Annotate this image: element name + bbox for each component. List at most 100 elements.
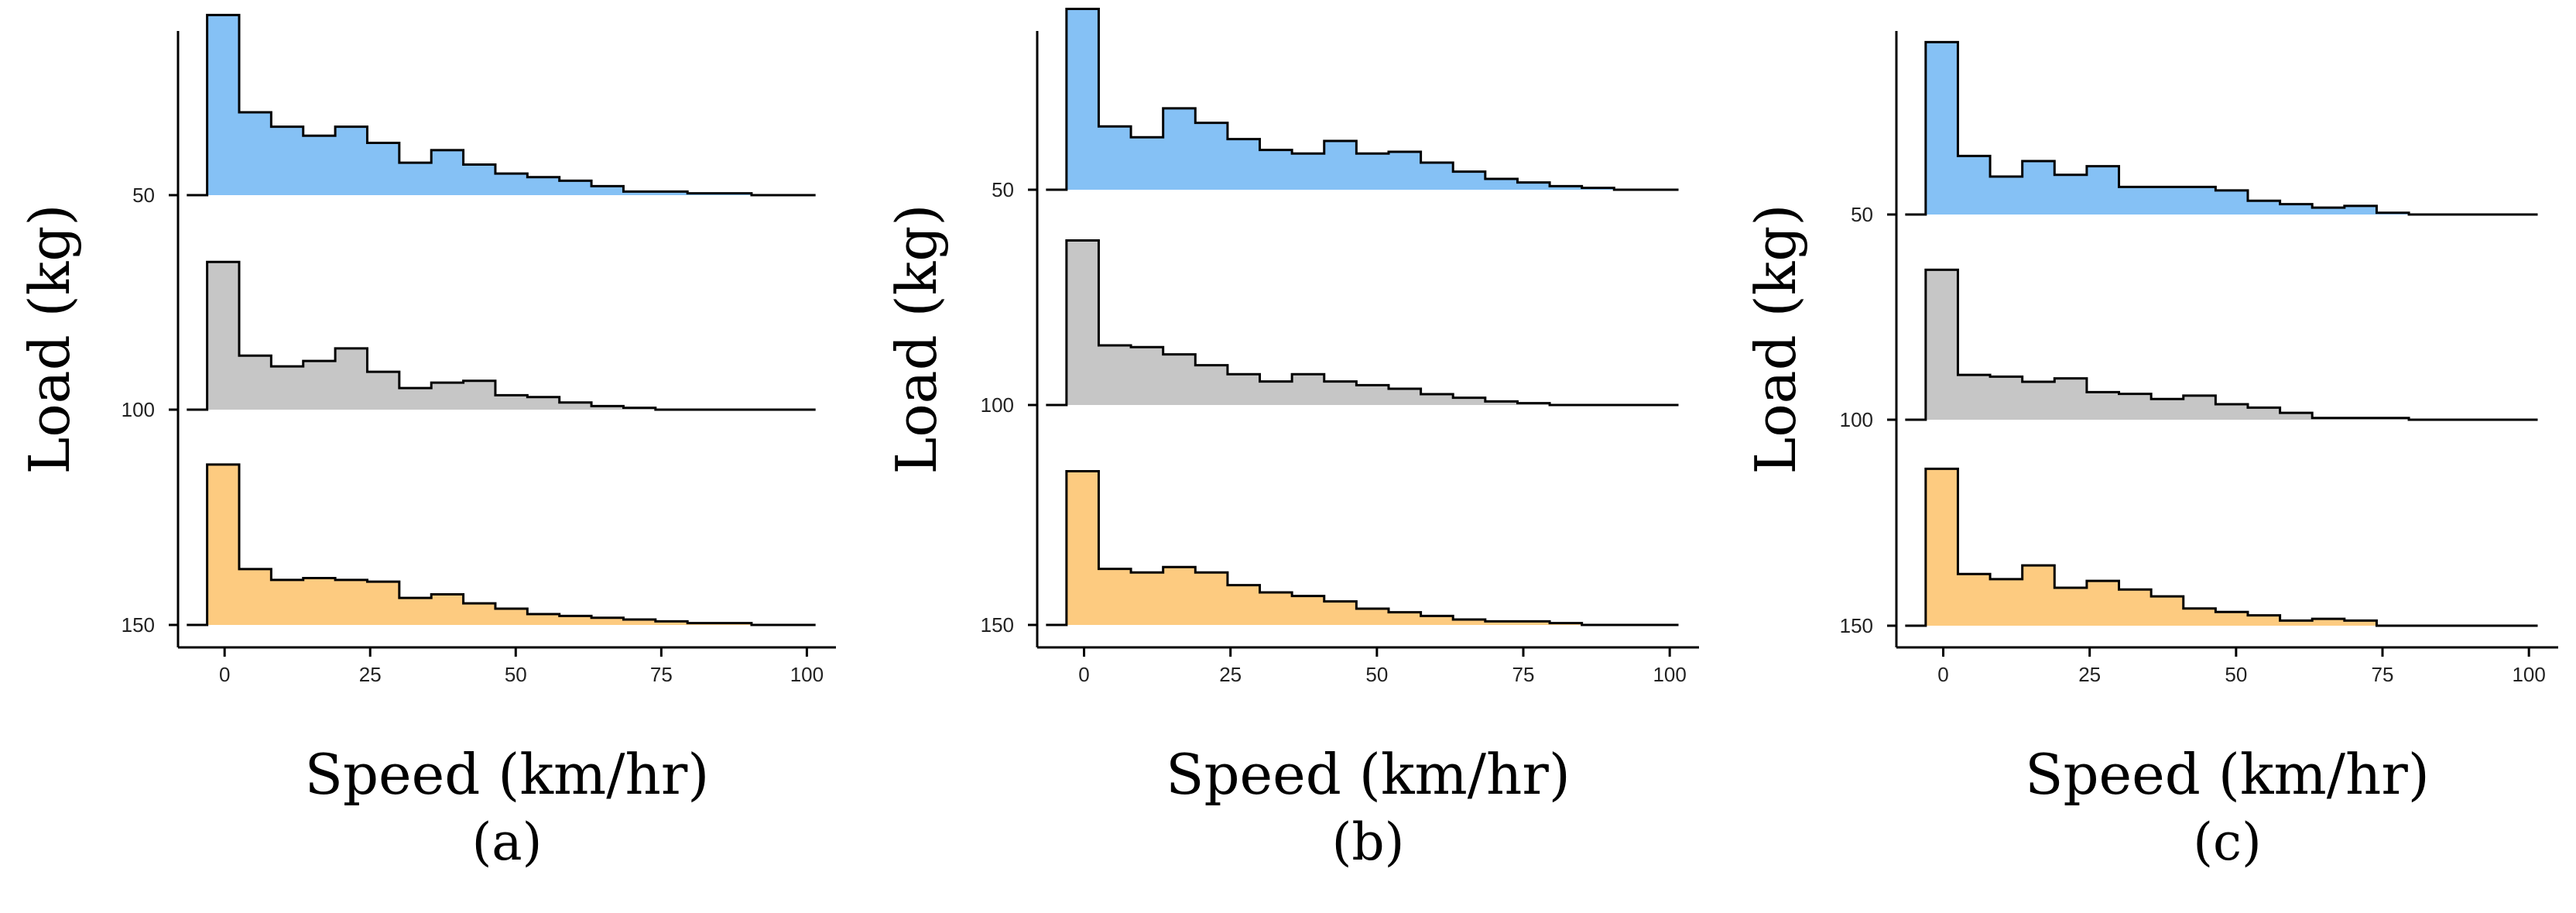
histogram-bin [1098, 126, 1131, 190]
histogram-bin [1389, 389, 1421, 405]
histogram-bin [2215, 612, 2248, 626]
histogram-bin [1485, 179, 1518, 190]
histogram-bin [623, 620, 655, 625]
series-150 [1905, 467, 2538, 627]
histogram-bin [1260, 592, 1293, 625]
x-tick-label: 0 [1937, 663, 1948, 686]
histogram-bin [2087, 392, 2119, 420]
histogram-bin [2119, 394, 2152, 420]
histogram-bin [1926, 269, 1958, 420]
histogram-bin [1292, 596, 1324, 625]
histogram-bin [1485, 401, 1518, 405]
histogram-bin [560, 616, 591, 625]
histogram-bin [2280, 413, 2313, 420]
histogram-bin [1550, 186, 1582, 190]
histogram-bin [2054, 588, 2087, 626]
series-100 [1905, 268, 2538, 421]
histogram-fill [187, 262, 816, 410]
histogram-bin [399, 163, 431, 195]
y-tick-label: 150 [981, 613, 1014, 637]
histogram-fill [1905, 469, 2538, 626]
histogram-bin [2345, 206, 2377, 215]
histogram-bin [2023, 382, 2055, 420]
histogram-bin [367, 582, 399, 625]
y-axis-title: Load (kg) [17, 204, 82, 475]
histogram-outline [1905, 467, 2538, 627]
histogram-bin [2215, 404, 2248, 420]
histogram-bin [271, 366, 303, 410]
histogram-bin [2312, 208, 2345, 215]
histogram-bin [495, 173, 527, 195]
histogram-outline [187, 463, 816, 626]
histogram-bin [623, 191, 655, 195]
histogram-bin [335, 127, 367, 195]
histogram-bin [1453, 620, 1485, 625]
histogram-bin [656, 191, 687, 195]
histogram-fill [1905, 269, 2538, 420]
histogram-bin [399, 598, 431, 625]
y-tick-label: 100 [122, 398, 155, 421]
histogram-bin [2023, 161, 2055, 215]
x-tick-label: 25 [2078, 663, 2101, 686]
chart-panel-b: 0 25 50 75 100 50 100 150 Load (kg) Speed (km/hr)… [884, 7, 1699, 872]
x-tick-label: 75 [650, 663, 673, 686]
histogram-bin [1292, 153, 1324, 190]
histogram-bin [1098, 345, 1131, 405]
series-100 [187, 260, 816, 411]
histogram-bin [527, 397, 559, 410]
histogram-bin [1131, 137, 1163, 190]
histogram-bin [1098, 569, 1131, 625]
histogram-bin [2184, 609, 2216, 626]
histogram-bin [2280, 620, 2313, 626]
histogram-bin [1990, 579, 2023, 626]
histogram-bin [1517, 183, 1550, 190]
y-tick-label: 100 [981, 393, 1014, 417]
histogram-bin [2345, 620, 2377, 626]
histogram-bin [1517, 403, 1550, 405]
y-tick-label: 150 [122, 613, 155, 637]
histogram-bin [2312, 418, 2345, 420]
histogram-fill [1905, 42, 2538, 215]
histogram-outline [187, 13, 816, 197]
histogram-outline [187, 260, 816, 411]
histogram-bin [2151, 399, 2184, 420]
histogram-bin [591, 618, 623, 625]
histogram-bin [1356, 385, 1389, 405]
series-150 [187, 463, 816, 626]
x-tick-label: 75 [2372, 663, 2394, 686]
histogram-bin [2248, 407, 2280, 420]
histogram-bin [2087, 581, 2119, 626]
histogram-bin [2087, 166, 2119, 215]
histogram-bin [720, 194, 752, 195]
histogram-bin [527, 177, 559, 195]
x-tick-label: 75 [1512, 663, 1535, 686]
y-axis-title: Load (kg) [884, 204, 949, 475]
y-tick-label: 50 [1851, 203, 1873, 226]
histogram-outline [1046, 239, 1679, 407]
histogram-bin [2151, 187, 2184, 215]
series-50 [1905, 40, 2538, 216]
histogram-bin [2312, 619, 2345, 626]
histogram-bin [207, 262, 239, 410]
histogram-bin [2119, 187, 2152, 215]
histogram-bin [1389, 152, 1421, 190]
histogram-bin [1163, 355, 1196, 405]
histogram-bin [1990, 376, 2023, 420]
x-tick-label: 50 [2225, 663, 2247, 686]
histogram-bin [1067, 9, 1099, 190]
x-tick-label: 25 [1219, 663, 1242, 686]
histogram-bin [2054, 379, 2087, 420]
histogram-bin [207, 15, 239, 195]
histogram-bin [1067, 240, 1099, 405]
histogram-bin [431, 383, 463, 410]
histogram-bin [239, 112, 271, 195]
histogram-bin [1453, 398, 1485, 405]
x-axis-title: Speed (km/hr) [2025, 742, 2430, 807]
panel-label: (c) [2193, 812, 2261, 872]
histogram-bin [335, 580, 367, 625]
y-axis-title: Load (kg) [1743, 204, 1808, 475]
histogram-bin [2345, 418, 2377, 420]
histogram-bin [1195, 123, 1228, 190]
histogram-bin [431, 150, 463, 195]
